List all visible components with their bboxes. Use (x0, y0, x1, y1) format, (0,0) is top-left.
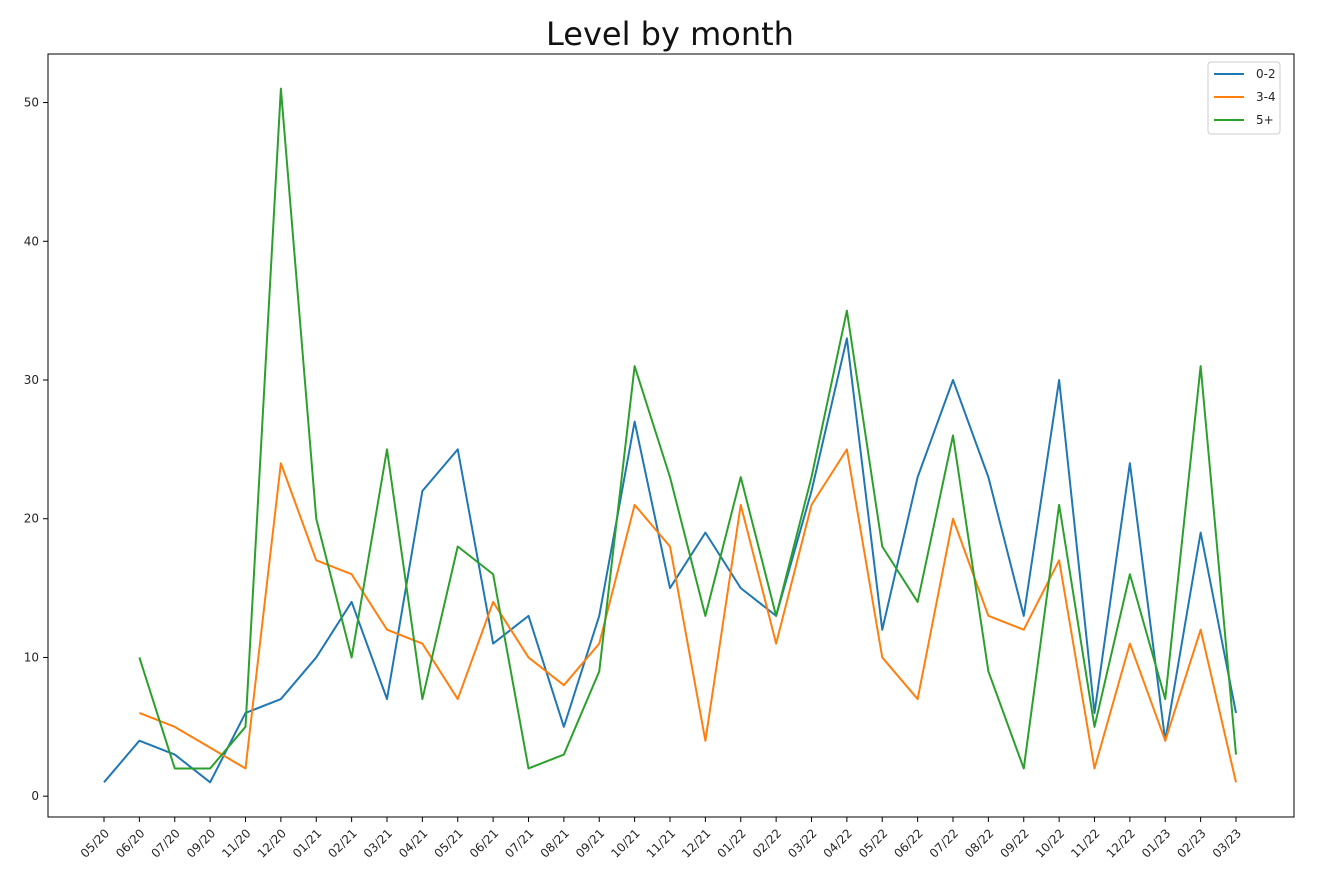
x-tick-label: 12/21 (679, 826, 713, 860)
legend-label: 3-4 (1256, 90, 1276, 104)
x-tick-label: 02/21 (325, 826, 359, 860)
x-tick-label: 12/22 (1104, 826, 1138, 860)
x-tick-label: 08/22 (962, 826, 996, 860)
chart-title: Level by month (546, 15, 794, 53)
x-tick-label: 05/20 (78, 826, 112, 860)
x-tick-label: 04/21 (396, 826, 430, 860)
x-tick-label: 09/22 (998, 826, 1032, 860)
x-tick-label: 12/20 (255, 826, 289, 860)
x-tick-label: 11/20 (219, 826, 253, 860)
series-line-3-4 (139, 448, 1237, 783)
y-tick-label: 50 (24, 96, 39, 110)
x-tick-label: 08/21 (538, 826, 572, 860)
x-tick-label: 09/21 (573, 826, 607, 860)
x-tick-label: 05/21 (432, 826, 466, 860)
x-tick-label: 01/21 (290, 826, 324, 860)
x-tick-label: 05/22 (856, 826, 890, 860)
x-tick-label: 10/22 (1033, 826, 1067, 860)
legend: 0-2 3-4 5+ (1207, 61, 1281, 135)
x-tick-label: 02/22 (750, 826, 784, 860)
series-layer (103, 87, 1237, 784)
series-line-5+ (138, 87, 1237, 770)
y-tick-label: 10 (24, 650, 39, 664)
x-tick-label: 03/21 (361, 826, 395, 860)
x-tick-label: 11/21 (644, 826, 678, 860)
y-tick-label: 40 (24, 234, 39, 248)
y-tick-label: 30 (24, 373, 39, 387)
x-tick-label: 02/23 (1174, 826, 1208, 860)
x-tick-label: 10/21 (608, 826, 642, 860)
x-axis: 05/20 06/20 07/20 09/20 11/20 12/20 01/21 02/21… (78, 817, 1244, 861)
y-tick-label: 20 (24, 512, 39, 526)
x-tick-label: 04/22 (821, 826, 855, 860)
x-tick-label: 07/22 (927, 826, 961, 860)
x-tick-label: 09/20 (184, 826, 218, 860)
x-tick-label: 06/22 (891, 826, 925, 860)
x-tick-label: 01/23 (1139, 826, 1173, 860)
x-tick-label: 01/22 (715, 826, 749, 860)
x-tick-label: 06/20 (113, 826, 147, 860)
y-tick-label: 0 (31, 789, 39, 803)
legend-label: 5+ (1256, 113, 1274, 127)
x-tick-label: 06/21 (467, 826, 501, 860)
x-tick-label: 03/22 (785, 826, 819, 860)
plot-area (47, 53, 1295, 818)
legend-label: 0-2 (1256, 67, 1276, 81)
x-tick-label: 07/21 (502, 826, 536, 860)
x-tick-label: 03/23 (1210, 826, 1244, 860)
series-line-0-2 (103, 337, 1237, 784)
y-axis: 0 10 20 30 40 50 (24, 96, 48, 803)
x-tick-label: 11/22 (1068, 826, 1102, 860)
x-tick-label: 07/20 (149, 826, 183, 860)
